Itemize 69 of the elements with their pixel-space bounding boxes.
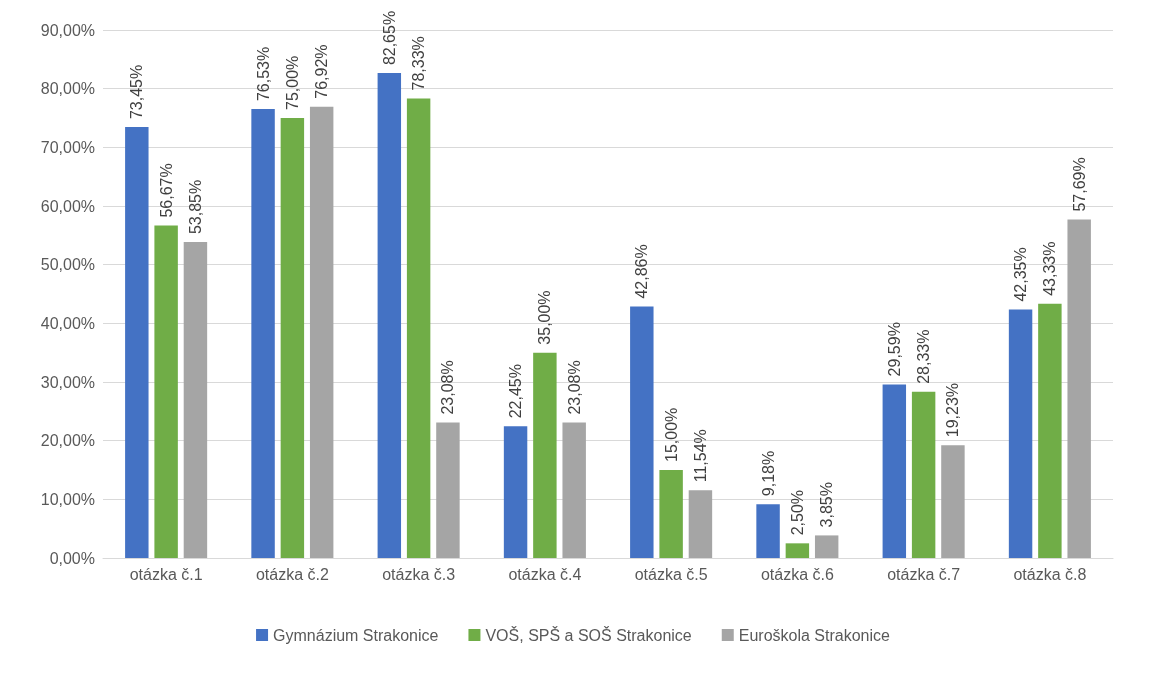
x-tick-label: otázka č.7 [887, 565, 961, 583]
data-label: 28,33% [915, 329, 933, 384]
legend-label: VOŠ, SPŠ a SOŠ Strakonice [485, 625, 692, 644]
bar [533, 352, 557, 558]
x-tick-label: otázka č.4 [508, 565, 582, 583]
bar [688, 490, 713, 558]
y-tick-label: 30,00% [40, 373, 95, 391]
data-label: 9,18% [759, 450, 777, 497]
legend-label: Gymnázium Strakonice [273, 626, 439, 644]
y-tick-label: 80,00% [40, 80, 95, 98]
data-label: 35,00% [536, 290, 554, 345]
bar [436, 422, 460, 558]
data-label: 56,67% [157, 163, 175, 218]
bar [1008, 309, 1033, 558]
x-tick-label: otázka č.2 [255, 565, 329, 583]
data-label: 43,33% [1041, 241, 1059, 296]
bar [630, 306, 654, 558]
bar [503, 426, 528, 558]
y-tick-label: 10,00% [40, 490, 95, 508]
bar [183, 242, 208, 558]
y-tick-label: 70,00% [40, 138, 95, 156]
y-tick-label: 0,00% [49, 549, 95, 567]
bar [1038, 303, 1062, 558]
data-label: 2,50% [788, 489, 806, 536]
x-tick-label: otázka č.6 [760, 565, 834, 583]
bar [882, 384, 907, 558]
bar [1067, 219, 1091, 558]
y-tick-label: 20,00% [40, 432, 95, 450]
bar [941, 445, 965, 558]
data-label: 23,08% [565, 360, 583, 415]
bar [814, 535, 839, 558]
data-label: 29,59% [885, 322, 903, 377]
bar [280, 118, 305, 558]
bar [125, 127, 149, 558]
data-label: 76,92% [313, 44, 331, 99]
data-label: 23,08% [439, 360, 457, 415]
bar [756, 504, 780, 558]
data-label: 76,53% [254, 46, 272, 102]
bar [377, 73, 402, 558]
data-label: 82,65% [380, 10, 398, 66]
y-tick-label: 50,00% [40, 256, 95, 274]
data-label: 22,45% [507, 364, 525, 419]
x-tick-label: otázka č.8 [1013, 565, 1087, 583]
y-tick-label: 90,00% [40, 21, 95, 39]
y-tick-label: 60,00% [40, 197, 95, 215]
data-label: 15,00% [662, 407, 680, 462]
data-label: 11,54% [691, 429, 709, 483]
data-label: 78,33% [410, 36, 428, 91]
legend-label: Euroškola Strakonice [738, 626, 891, 644]
bar [659, 470, 683, 558]
data-label: 42,86% [633, 244, 651, 299]
bar [911, 391, 936, 558]
data-label: 3,85% [818, 482, 836, 528]
data-label: 73,45% [128, 64, 146, 120]
data-label: 42,35% [1012, 247, 1030, 302]
bar [562, 422, 586, 558]
data-label: 57,69% [1070, 157, 1088, 212]
bar [309, 106, 334, 558]
x-tick-label: otázka č.3 [382, 565, 456, 583]
bar [406, 98, 431, 558]
data-label: 75,00% [283, 55, 301, 110]
bar [251, 109, 275, 558]
bar [785, 543, 810, 558]
data-label: 19,23% [944, 382, 962, 438]
x-tick-label: otázka č.1 [129, 565, 203, 583]
data-label: 53,85% [186, 179, 204, 235]
y-tick-label: 40,00% [40, 314, 95, 332]
x-tick-label: otázka č.5 [634, 565, 708, 583]
bar [154, 225, 178, 558]
